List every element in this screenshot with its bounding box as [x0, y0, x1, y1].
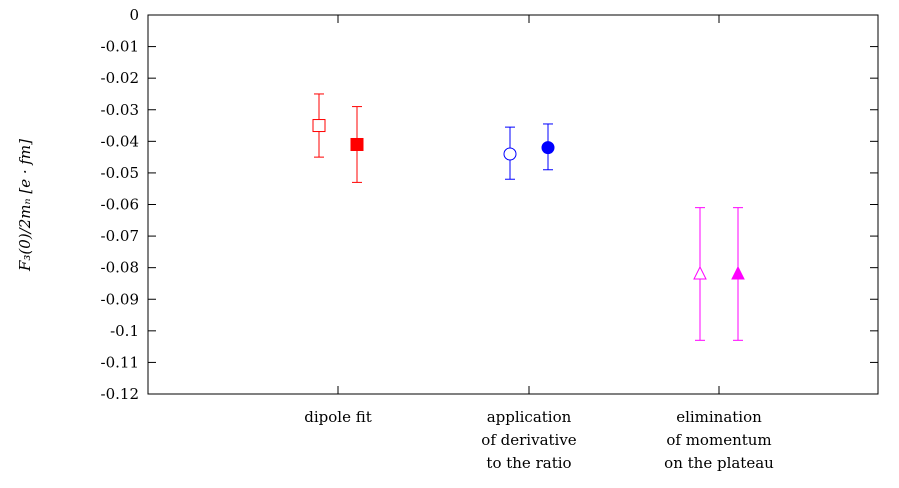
x-category-label: of momentum — [666, 431, 771, 449]
y-tick-label: -0.1 — [110, 322, 139, 340]
x-category-label: application — [487, 408, 572, 426]
y-tick-label: -0.08 — [101, 259, 139, 277]
y-tick-label: -0.04 — [101, 132, 139, 150]
triangle-marker — [693, 265, 707, 280]
x-category-label: of derivative — [481, 431, 577, 449]
data-point — [350, 106, 364, 183]
y-tick-label: 0 — [129, 6, 139, 24]
square-marker — [350, 137, 364, 151]
y-tick-label: -0.03 — [101, 101, 139, 119]
y-axis-label: F₃(0)/2mₙ [e · fm] — [16, 139, 34, 272]
y-tick-label: -0.07 — [101, 227, 139, 245]
data-point — [731, 207, 745, 341]
x-category-label: to the ratio — [486, 454, 571, 472]
y-tick-label: -0.09 — [101, 290, 139, 308]
data-point — [541, 123, 555, 171]
x-axis: dipole fit application of derivative to the… — [304, 15, 774, 472]
data-point — [503, 126, 517, 180]
y-tick-label: -0.12 — [101, 385, 139, 403]
x-category-label: on the plateau — [664, 454, 774, 472]
data-point — [693, 207, 707, 341]
circle-marker — [503, 147, 517, 161]
y-tick-label: -0.02 — [101, 69, 139, 87]
plot-frame — [147, 14, 879, 395]
triangle-marker — [731, 265, 745, 280]
y-tick-label: -0.01 — [101, 38, 139, 56]
y-tick-label: -0.05 — [101, 164, 139, 182]
y-tick-label: -0.06 — [101, 196, 139, 214]
y-tick-label: -0.11 — [101, 353, 139, 371]
y-axis: 0 -0.01 -0.02 -0.03 -0.04 -0.05 -0.06 -0.07 -0.0… — [101, 6, 878, 403]
circle-marker — [541, 141, 555, 155]
data-points — [312, 93, 745, 341]
x-category-label: dipole fit — [304, 408, 372, 426]
x-category-label: elimination — [676, 408, 762, 426]
data-point — [312, 93, 326, 158]
square-marker — [312, 119, 326, 133]
